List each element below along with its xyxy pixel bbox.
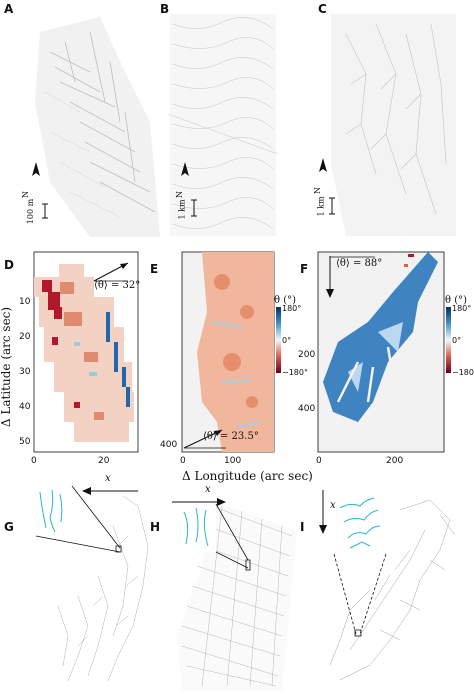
panel-h-image [177, 501, 297, 691]
panel-g-image [35, 485, 149, 682]
panel-d-mean-arrow-icon [93, 262, 129, 282]
panel-f-cb-top: 180° [452, 304, 472, 313]
panel-e-cb-bot: −180° [282, 368, 308, 377]
panel-f-ytick-200: 200 [298, 350, 316, 360]
panel-d-xtick-0: 0 [31, 456, 37, 466]
panel-g-x-arrow-icon [82, 487, 138, 495]
panel-c-scale-label: 1 km [316, 196, 326, 217]
panel-h-label: H [150, 520, 161, 534]
panel-i-axis: x [330, 500, 336, 511]
panel-b-image [167, 14, 279, 236]
panel-b-scalebar [191, 199, 197, 217]
panel-i-x-arrow-icon [319, 490, 327, 534]
panel-f-cb-mid: 0° [452, 336, 462, 345]
panel-f-xtick-0: 0 [316, 456, 322, 466]
panel-f-ytick-400: 400 [298, 404, 316, 414]
panel-a-scalebar [42, 203, 48, 219]
panel-c-image [331, 14, 456, 236]
panel-i-image [329, 490, 456, 681]
panel-e-xtick-0: 0 [180, 456, 186, 466]
panel-d-ytick-20: 20 [19, 332, 31, 342]
panel-i-label: I [300, 520, 305, 534]
panel-f-cb-bot: −180° [452, 368, 474, 377]
panel-d-ytick-50: 50 [19, 437, 31, 447]
panel-e-ytick-400: 400 [160, 440, 178, 450]
panel-d-label: D [4, 258, 14, 272]
panel-b-north-arrow-icon [181, 162, 189, 176]
panel-e-theta: ⟨θ⟩ = 23.5° [203, 431, 259, 442]
panel-b-north: N [175, 191, 184, 198]
panel-a-label: A [4, 2, 14, 16]
panel-d-xtick-20: 20 [98, 456, 110, 466]
panel-a-scale-label: 100 m [26, 198, 36, 225]
panel-e-colorbar [276, 307, 281, 373]
panel-e-plot [181, 251, 275, 453]
y-axis-label: Δ Latitude (arc sec) [0, 306, 14, 428]
panel-c-north-arrow-icon [319, 158, 327, 172]
panel-b-label: B [160, 2, 170, 16]
panel-c-north: N [313, 187, 322, 194]
panel-f-mean-ref-line [330, 256, 375, 258]
panel-f-theta: ⟨θ⟩ = 88° [336, 258, 383, 269]
panel-f-xtick-200: 200 [386, 456, 404, 466]
panel-b-scale-label: 1 km [177, 199, 187, 220]
panel-a-image [35, 17, 160, 237]
panel-g-label: G [4, 520, 14, 534]
panel-f-colorbar-title: θ (°) [445, 295, 468, 306]
panel-f-plot [317, 251, 445, 453]
panel-d-theta: ⟨θ⟩ = 32° [94, 280, 141, 291]
panel-d-ytick-10: 10 [19, 297, 31, 307]
panel-d-plot [33, 251, 139, 453]
panel-e-xtick-100: 100 [224, 456, 242, 466]
panel-c-label: C [318, 2, 327, 16]
panel-d-ytick-40: 40 [19, 402, 31, 412]
panel-f-mean-arrow-icon [326, 256, 334, 298]
panel-a-north-arrow-icon [32, 162, 40, 176]
panel-e-colorbar-title: θ (°) [274, 295, 297, 306]
panel-h-x-arrow-icon [172, 498, 226, 506]
panel-h-axis: x [205, 484, 211, 495]
panel-g-axis: x [105, 473, 111, 484]
panel-e-label: E [150, 262, 159, 276]
panel-d-ytick-30: 30 [19, 367, 31, 377]
panel-f-label: F [300, 262, 309, 276]
panel-f-colorbar [446, 307, 451, 373]
panel-e-cb-top: 180° [282, 304, 302, 313]
panel-e-cb-mid: 0° [282, 336, 292, 345]
panel-a-north: N [21, 191, 30, 198]
panel-e-mean-arrow-icon [183, 429, 226, 449]
panel-c-scalebar [329, 197, 335, 215]
x-axis-label: Δ Longitude (arc sec) [182, 469, 313, 483]
